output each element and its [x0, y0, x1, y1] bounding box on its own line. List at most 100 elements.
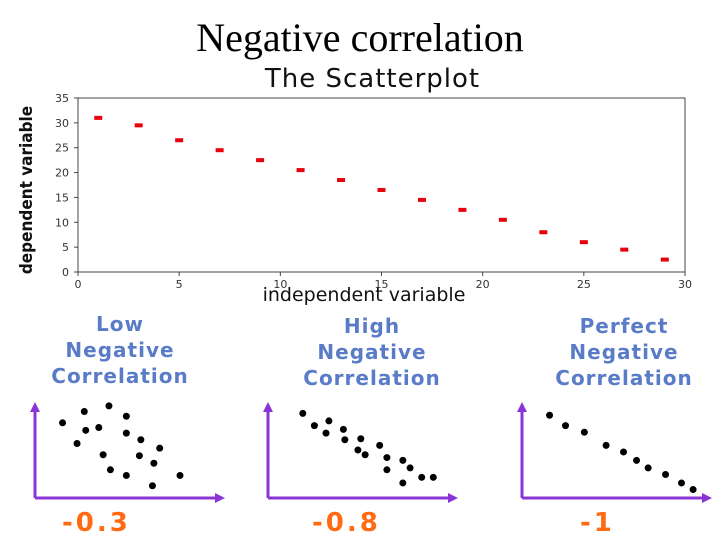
high-coefficient: -0.8 [312, 508, 381, 538]
y-tick-label: 5 [62, 241, 69, 254]
mini-scatter-point [376, 441, 384, 449]
perfect-label-line-2: Negative [569, 340, 679, 364]
mini-scatter-point [122, 471, 130, 479]
scatter-point [539, 230, 548, 235]
mini-scatter-point [310, 422, 318, 430]
x-axis-ticks: 0 5 10 15 20 25 30 [75, 272, 692, 291]
scatter-point [579, 240, 588, 245]
perfect-negative-label: Perfect Negative Correlation [524, 313, 720, 391]
y-axis-label: dependent variable [17, 106, 37, 274]
x-tick-label: 25 [577, 278, 591, 291]
y-axis-ticks: 0 5 10 15 20 25 30 35 [55, 92, 78, 279]
x-tick-label: 30 [678, 278, 692, 291]
x-tick-label: 5 [176, 278, 183, 291]
low-coefficient: -0.3 [62, 508, 131, 538]
mini-scatter-point [156, 444, 164, 452]
mini-scatter-point [602, 441, 610, 449]
mini-scatter-point [122, 412, 130, 420]
mini-scatter-point [620, 448, 627, 456]
mini-scatter-point [148, 482, 156, 490]
perfect-label-line-3: Correlation [555, 366, 693, 390]
perfect-coefficient: -1 [580, 508, 615, 538]
high-label-line-3: Correlation [303, 366, 441, 390]
mini-scatter-point [357, 435, 365, 443]
y-tick-label: 30 [55, 117, 69, 130]
low-label-line-2: Negative [65, 338, 175, 362]
scatter-point [660, 257, 669, 262]
perfect-label-line-1: Perfect [579, 314, 669, 338]
mini-scatter-point [325, 417, 333, 425]
mini-scatter-point [137, 436, 145, 444]
mini-scatter-point [361, 451, 369, 459]
high-label-line-1: High [343, 314, 401, 338]
mini-scatter-point [562, 422, 569, 430]
mini-scatter-point [341, 436, 349, 444]
x-tick-label: 0 [75, 278, 82, 291]
y-tick-label: 10 [55, 216, 69, 229]
y-tick-label: 35 [55, 92, 69, 105]
mini-y-arrow [263, 402, 273, 412]
mini-scatter-point [105, 402, 113, 410]
y-tick-label: 20 [55, 167, 69, 180]
mini-y-arrow [517, 402, 527, 412]
mini-scatter-point [633, 456, 641, 464]
scatter-point [377, 187, 386, 192]
x-axis-label: independent variable [263, 284, 466, 306]
main-plot-area [77, 97, 686, 273]
scatter-point [417, 197, 426, 202]
mini-scatter-point [339, 425, 347, 433]
scatter-point [94, 115, 103, 120]
mini-x-arrow [448, 493, 458, 503]
scatter-points [94, 115, 669, 262]
x-tick-label: 20 [476, 278, 490, 291]
scatter-point [134, 123, 143, 128]
correlation-examples [30, 402, 712, 503]
scatter-point [337, 178, 346, 183]
mini-scatter-point [406, 464, 414, 472]
mini-scatter-point [106, 466, 114, 474]
mini-scatter-point [429, 473, 437, 481]
mini-scatter-point [418, 473, 426, 481]
mini-scatter-point [678, 479, 685, 487]
mini-scatter-point [122, 429, 130, 437]
main-scatterplot: 0 5 10 15 20 25 30 35 0 5 10 15 20 25 30 dependent va… [17, 92, 692, 306]
low-label-line-1: Low [96, 312, 144, 336]
mini-x-arrow [215, 493, 225, 503]
scatterplot-title: The Scatterplot [264, 64, 481, 94]
high-negative-label: High Negative Correlation [272, 313, 472, 391]
high-label-line-2: Negative [317, 340, 427, 364]
scatter-point [256, 158, 265, 163]
scatter-point [620, 247, 629, 252]
mini-scatter-point [662, 471, 670, 478]
mini-scatter-point [354, 446, 362, 454]
mini-x-arrow [702, 493, 712, 503]
plot-frame [77, 97, 686, 273]
low-label-line-3: Correlation [51, 364, 189, 388]
scatter-point [175, 138, 184, 143]
mini-scatter-point [322, 429, 330, 437]
low-correlation-plot [30, 402, 225, 503]
y-tick-label: 15 [55, 191, 69, 204]
y-tick-label: 0 [62, 266, 69, 279]
scatter-point [296, 168, 305, 173]
x-tick-label: 10 [273, 278, 287, 291]
high-correlation-plot [263, 402, 458, 503]
mini-scatter-point [399, 479, 407, 487]
mini-scatter-point [135, 452, 143, 460]
mini-scatter-point [80, 408, 88, 416]
mini-scatter-point [383, 454, 391, 462]
mini-scatter-point [73, 439, 81, 447]
mini-scatter-point [95, 424, 103, 431]
mini-scatter-point [99, 451, 107, 459]
mini-scatter-point [689, 486, 697, 494]
scatter-point [458, 207, 467, 212]
mini-scatter-point [580, 428, 588, 436]
mini-scatter-point [644, 464, 652, 472]
mini-scatter-point [59, 419, 67, 427]
mini-scatter-point [150, 459, 158, 467]
mini-scatter-point [383, 466, 391, 474]
scatter-point [215, 148, 224, 153]
slide-title: Negative correlation [196, 15, 524, 60]
low-negative-label: Low Negative Correlation [20, 311, 220, 389]
x-tick-label: 15 [375, 278, 389, 291]
